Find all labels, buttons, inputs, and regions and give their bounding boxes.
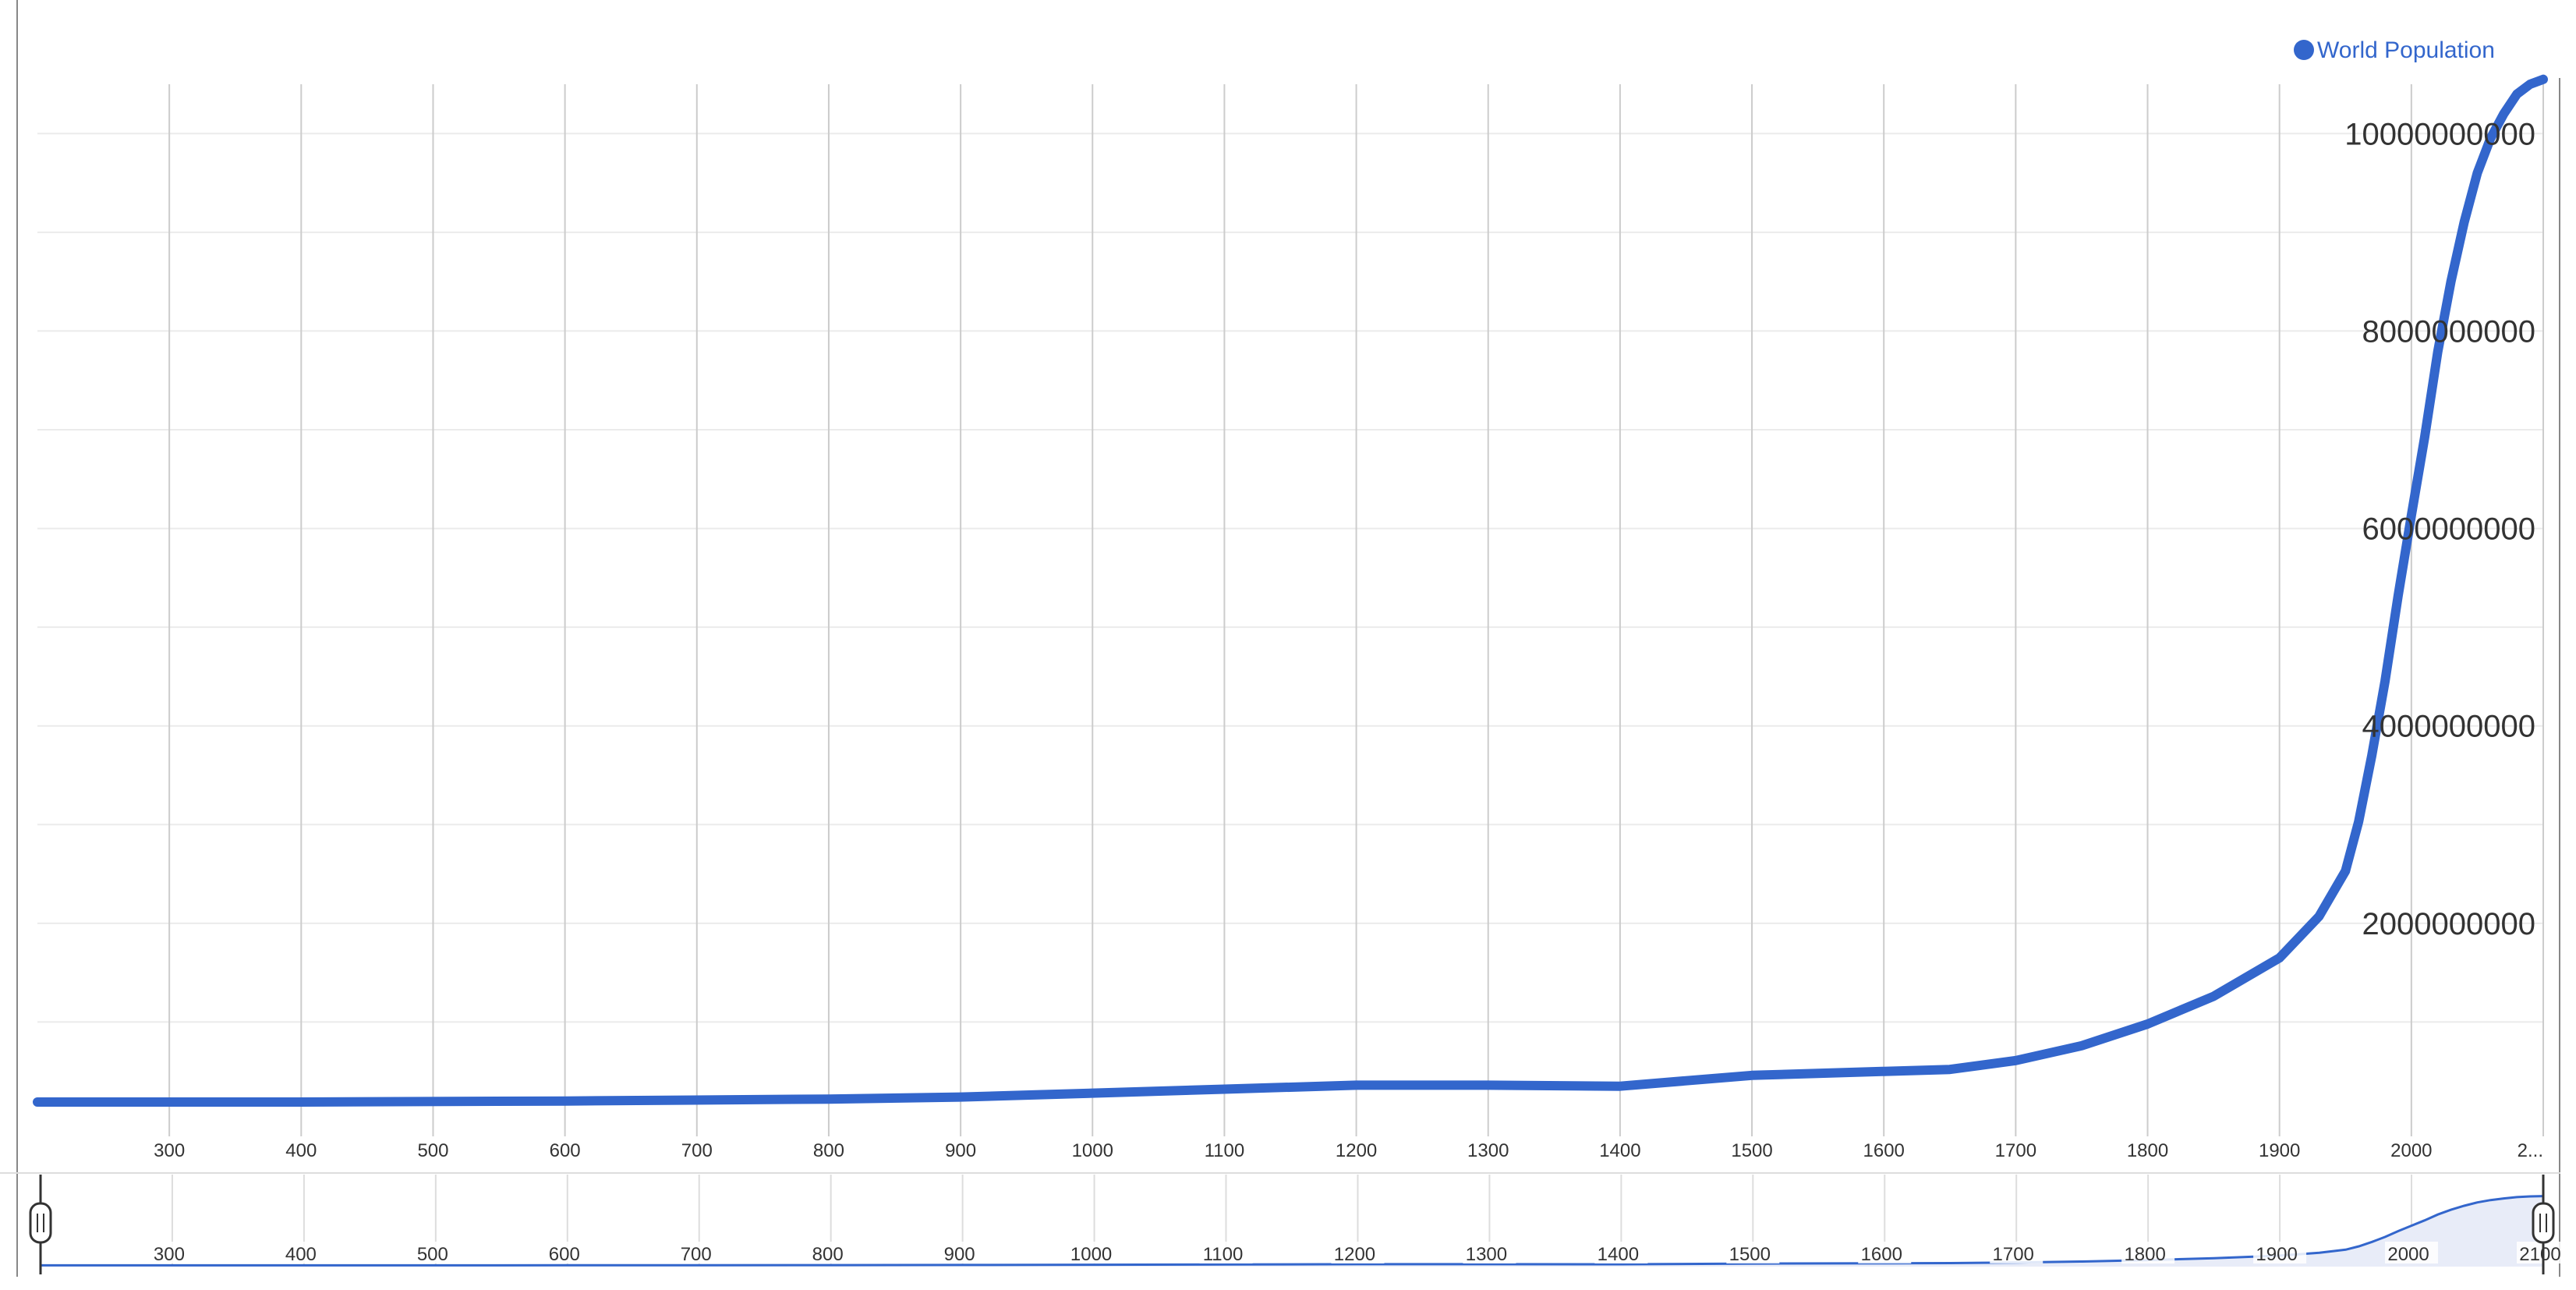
navigator-tick-background [804,1242,858,1263]
navigator-tick-label: 1300 [1466,1244,1507,1265]
navigator-tick-background [1199,1242,1253,1263]
navigator-tick-label: 500 [417,1244,448,1265]
x-tick-label: 1400 [1599,1140,1640,1161]
navigator-tick-label: 1200 [1334,1244,1375,1265]
navigator-tick-background [1463,1242,1516,1263]
y-tick-label: 2000000000 [2362,907,2535,941]
y-tick-label: 6000000000 [2362,512,2535,547]
navigator-tick-background [2385,1242,2439,1263]
navigator-tick-background [2121,1242,2175,1263]
x-tick-label: 400 [285,1140,317,1161]
navigator-tick-background [277,1242,331,1263]
x-tick-label: 1200 [1336,1140,1377,1161]
x-tick-label: 800 [813,1140,844,1161]
navigator-tick-background [672,1242,726,1263]
navigator-tick-background [936,1242,989,1263]
series-layer [33,74,2548,1107]
navigator-tick-background [1858,1242,1912,1263]
navigator-tick-label: 1500 [1729,1244,1771,1265]
x-tick-label: 500 [417,1140,448,1161]
x-tick-label: 1000 [1072,1140,1113,1161]
navigator-tick-label: 1900 [2256,1244,2297,1265]
x-axis-tick-labels: 300 400 500 600 700 800 900 1000 1100 1200 1300 140… [154,1140,2543,1161]
range-navigator[interactable]: 300 400 500 600 700 800 900 1000 1100 1200 1300 140… [0,1172,2570,1274]
horizontal-gridlines [37,133,2543,1023]
y-tick-label: 8000000000 [2362,314,2535,349]
x-tick-label: 1800 [2127,1140,2168,1161]
y-axis-tick-labels: 2000000000 4000000000 6000000000 8000000000… [2344,117,2535,941]
navigator-tick-background [1594,1242,1648,1263]
navigator-tick-label: 1000 [1070,1244,1112,1265]
x-tick-label: 600 [550,1140,581,1161]
navigator-tick-background [540,1242,594,1263]
navigator-tick-label: 1100 [1203,1244,1244,1265]
navigator-tick-label: 300 [154,1244,185,1265]
navigator-tick-label: 1400 [1598,1244,1639,1265]
navigator-tick-label: 1800 [2124,1244,2165,1265]
x-tick-label: 1700 [1995,1140,2036,1161]
navigator-left-handle[interactable] [29,1175,52,1274]
navigator-tick-label: 400 [285,1244,317,1265]
series-line-world-population [33,74,2548,1107]
y-tick-label: 10000000000 [2344,117,2535,151]
navigator-tick-background [2253,1242,2307,1263]
navigator-tick-label: 1600 [1861,1244,1902,1265]
navigator-tick-label: 2000 [2387,1244,2429,1265]
x-tick-label: 300 [154,1140,185,1161]
navigator-tick-label: 2100 [2519,1244,2560,1265]
x-tick-label: 1300 [1467,1140,1509,1161]
x-tick-label: 2... [2518,1140,2543,1161]
navigator-tick-background [1067,1242,1121,1263]
legend-label-world-population: World Population [2317,37,2495,63]
navigator-tick-label: 900 [944,1244,975,1265]
navigator-tick-label: 600 [549,1244,580,1265]
y-tick-label: 4000000000 [2362,710,2535,744]
navigator-tick-background [145,1242,199,1263]
plot-frame [16,0,2560,1277]
x-tick-label: 1600 [1863,1140,1905,1161]
legend[interactable]: World Population [2294,37,2495,63]
x-tick-label: 1500 [1731,1140,1772,1161]
navigator-tick-background [409,1242,462,1263]
navigator-tick-label: 1700 [1993,1244,2034,1265]
navigator-tick-label: 800 [812,1244,844,1265]
x-tick-label: 700 [681,1140,713,1161]
navigator-tick-background [1726,1242,1780,1263]
x-tick-label: 900 [945,1140,976,1161]
navigator-right-handle[interactable] [2532,1175,2555,1274]
legend-marker [2294,40,2314,60]
drag-handle-icon [29,1202,52,1244]
x-tick-label: 2000 [2390,1140,2432,1161]
navigator-tick-background [1331,1242,1385,1263]
x-tick-label: 1900 [2259,1140,2300,1161]
navigator-tick-label: 700 [681,1244,712,1265]
navigator-tick-background [1990,1242,2043,1263]
vertical-gridlines [168,84,2544,1136]
x-tick-label: 1100 [1205,1140,1245,1161]
drag-handle-icon [2532,1202,2555,1244]
